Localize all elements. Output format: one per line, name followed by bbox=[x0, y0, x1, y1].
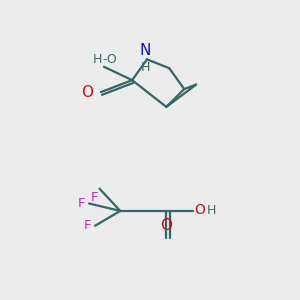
Text: O: O bbox=[160, 218, 172, 233]
Text: F: F bbox=[84, 219, 92, 232]
Text: N: N bbox=[140, 44, 151, 59]
Text: H: H bbox=[93, 53, 102, 66]
Text: H: H bbox=[206, 203, 216, 217]
Text: F: F bbox=[78, 197, 85, 210]
Text: -O: -O bbox=[102, 53, 117, 66]
Text: F: F bbox=[91, 191, 98, 204]
Text: H: H bbox=[141, 61, 150, 74]
Text: O: O bbox=[82, 85, 94, 100]
Text: O: O bbox=[194, 203, 205, 217]
